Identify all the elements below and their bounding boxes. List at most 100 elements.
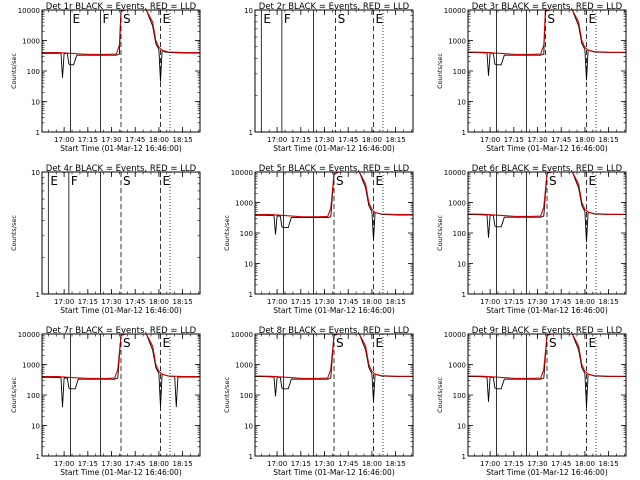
marker-label: S <box>123 12 131 26</box>
x-tick-label: 18:15 <box>173 460 193 468</box>
y-tick-label: 1 <box>249 129 253 137</box>
series-line-lld <box>42 10 200 55</box>
marker-label: E <box>50 174 58 188</box>
x-tick-label: 17:30 <box>314 136 334 144</box>
x-axis-label: Start Time (01-Mar-12 16:46:00) <box>273 306 395 315</box>
series-line-lld <box>468 10 626 55</box>
x-axis-label: Start Time (01-Mar-12 16:46:00) <box>60 468 182 477</box>
panel-title: Det 5r BLACK = Events, RED = LLD <box>259 164 410 174</box>
y-tick-label: 10000 <box>231 331 253 339</box>
x-tick-label: 17:45 <box>338 298 358 306</box>
x-tick-label: 17:15 <box>504 136 524 144</box>
marker-label: S <box>123 336 131 350</box>
y-tick-label: 10 <box>457 261 466 269</box>
marker-label: E <box>163 174 171 188</box>
y-tick-label: 10 <box>457 423 466 431</box>
y-tick-label: 10000 <box>18 331 40 339</box>
x-tick-label: 17:30 <box>314 460 334 468</box>
series-line-lld <box>468 334 626 379</box>
y-tick-label: 10 <box>244 423 253 431</box>
y-tick-label: 100 <box>453 68 466 76</box>
y-tick-label: 100 <box>453 392 466 400</box>
series-line-lld <box>255 172 413 218</box>
x-tick-label: 17:00 <box>54 298 74 306</box>
y-tick-label: 100 <box>27 68 40 76</box>
y-tick-label: 10 <box>31 99 40 107</box>
plot-frame <box>41 171 201 295</box>
x-axis-label: Start Time (01-Mar-12 16:46:00) <box>486 144 608 153</box>
y-tick-label: 1000 <box>235 200 253 208</box>
x-tick-label: 17:15 <box>78 298 98 306</box>
y-tick-label: 10000 <box>444 169 466 177</box>
plot-frame <box>254 9 414 133</box>
y-tick-label: 10000 <box>231 169 253 177</box>
x-tick-label: 17:30 <box>527 136 547 144</box>
x-tick-label: 18:00 <box>575 136 595 144</box>
x-tick-label: 18:00 <box>362 136 382 144</box>
series-line-lld <box>468 172 626 217</box>
x-tick-label: 17:30 <box>527 298 547 306</box>
y-tick-label: 10 <box>244 7 253 15</box>
marker-label: S <box>123 174 131 188</box>
x-tick-label: 18:15 <box>599 298 619 306</box>
panel-title: Det 1r BLACK = Events, RED = LLD <box>46 2 197 12</box>
y-tick-label: 1 <box>249 453 253 461</box>
x-tick-label: 17:30 <box>101 298 121 306</box>
y-tick-label: 1 <box>249 291 253 299</box>
marker-label: E <box>376 336 384 350</box>
y-tick-label: 10 <box>31 423 40 431</box>
y-tick-label: 1000 <box>448 362 466 370</box>
x-axis-label: Start Time (01-Mar-12 16:46:00) <box>486 468 608 477</box>
x-tick-label: 17:45 <box>551 460 571 468</box>
x-tick-label: 18:00 <box>575 298 595 306</box>
x-tick-label: 17:00 <box>54 136 74 144</box>
y-tick-label: 100 <box>27 392 40 400</box>
x-tick-label: 17:00 <box>480 298 500 306</box>
marker-label: S <box>336 336 344 350</box>
marker-label: F <box>284 12 291 26</box>
x-tick-label: 18:00 <box>362 298 382 306</box>
y-tick-label: 1000 <box>22 362 40 370</box>
y-tick-label: 1 <box>462 453 466 461</box>
x-axis-label: Start Time (01-Mar-12 16:46:00) <box>273 144 395 153</box>
x-tick-label: 17:30 <box>527 460 547 468</box>
x-tick-label: 18:15 <box>386 136 406 144</box>
y-axis-label: Counts/sec <box>10 215 18 251</box>
y-axis-label: Counts/sec <box>436 377 444 413</box>
x-tick-label: 18:00 <box>149 298 169 306</box>
x-tick-label: 18:00 <box>149 136 169 144</box>
marker-label: E <box>163 12 171 26</box>
x-tick-label: 17:00 <box>267 298 287 306</box>
marker-label: S <box>549 174 557 188</box>
marker-label: S <box>338 12 346 26</box>
x-tick-label: 18:15 <box>173 136 193 144</box>
y-tick-label: 10000 <box>18 7 40 15</box>
panel-title: Det 6r BLACK = Events, RED = LLD <box>472 164 623 174</box>
y-axis-label: Counts/sec <box>10 53 18 89</box>
marker-label: E <box>589 174 597 188</box>
x-tick-label: 17:00 <box>480 460 500 468</box>
marker-label: E <box>72 12 80 26</box>
x-tick-label: 17:15 <box>504 298 524 306</box>
x-tick-label: 18:15 <box>599 136 619 144</box>
x-tick-label: 17:45 <box>551 298 571 306</box>
marker-label: F <box>71 174 78 188</box>
panel-title: Det 7r BLACK = Events, RED = LLD <box>46 326 197 336</box>
y-axis-label: Counts/sec <box>10 377 18 413</box>
plot-frame <box>467 9 627 133</box>
panel-title: Det 8r BLACK = Events, RED = LLD <box>259 326 410 336</box>
x-axis-label: Start Time (01-Mar-12 16:46:00) <box>60 144 182 153</box>
y-tick-label: 1000 <box>448 200 466 208</box>
marker-label: E <box>163 336 171 350</box>
x-tick-label: 17:00 <box>267 136 287 144</box>
y-tick-label: 1000 <box>448 38 466 46</box>
marker-label: E <box>589 12 597 26</box>
marker-label: F <box>102 12 109 26</box>
y-tick-label: 100 <box>453 230 466 238</box>
